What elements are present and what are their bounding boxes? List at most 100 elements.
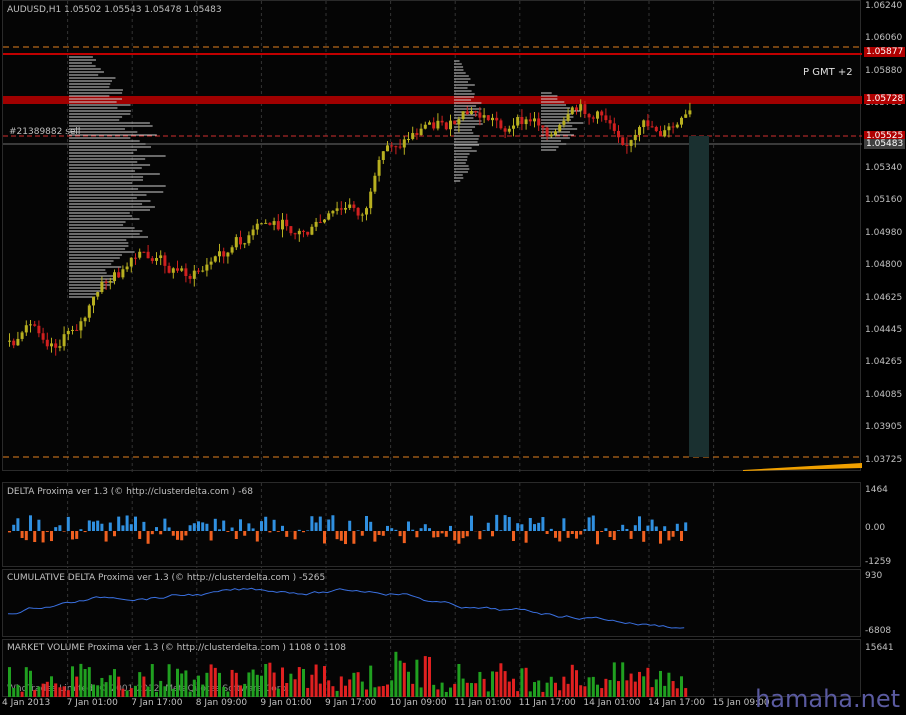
time-axis: 4 Jan 2013 7 Jan 01:00 7 Jan 17:00 8 Jan 09…: [0, 697, 906, 715]
delta-bar: [37, 519, 41, 531]
candle-body: [558, 124, 562, 132]
delta-bar: [24, 531, 28, 541]
candle-body: [188, 276, 192, 279]
volume-bar: [394, 651, 398, 697]
candle-body: [596, 111, 599, 119]
candle-body: [314, 221, 318, 227]
volume-bar: [604, 678, 608, 697]
volume-bar: [499, 663, 503, 697]
candle-body: [268, 222, 272, 225]
delta-bar: [583, 529, 587, 531]
candle-body: [113, 272, 116, 282]
delta-bar: [491, 531, 494, 537]
cumulative-delta-pane[interactable]: CUMULATIVE DELTA Proxima ver 1.3 (© http…: [2, 569, 861, 638]
volume-bar: [663, 685, 667, 697]
candle-body: [541, 125, 545, 128]
volume-bar: [386, 684, 389, 697]
volume-bar: [255, 674, 259, 697]
delta-bar: [302, 531, 305, 533]
candle-body: [163, 255, 167, 266]
delta-bar: [293, 531, 297, 540]
delta-bar: [390, 528, 394, 531]
price-tick: 1.04800: [865, 260, 903, 271]
delta-bar: [146, 531, 150, 544]
delta-bar: [150, 531, 154, 535]
delta-bar: [272, 519, 276, 531]
volume-bar: [566, 683, 570, 697]
candle-body: [533, 118, 536, 122]
candle-body: [37, 325, 41, 334]
delta-bar: [629, 531, 633, 539]
delta-bar: [612, 531, 616, 541]
delta-bar: [428, 528, 431, 531]
candle-body: [642, 120, 646, 128]
candle-body: [8, 340, 11, 342]
delta-bar: [486, 522, 490, 531]
volume-bar: [411, 683, 415, 697]
candle-body: [356, 207, 360, 216]
symbol-header: AUDUSD,H1 1.05502 1.05543 1.05478 1.0548…: [7, 5, 222, 15]
candle-body: [604, 115, 608, 121]
volume-bar: [251, 669, 255, 697]
candle-body: [243, 243, 247, 245]
delta-bar: [453, 531, 457, 541]
delta-bar: [100, 523, 104, 531]
delta-bar: [659, 531, 662, 544]
delta-bar: [554, 531, 557, 538]
volume-bar: [646, 667, 650, 697]
candle-body: [318, 221, 322, 223]
candle-body: [138, 251, 142, 258]
candle-body: [180, 268, 184, 271]
volume-bar: [453, 683, 457, 697]
price-chart-pane[interactable]: AUDUSD,H1 1.05502 1.05543 1.05478 1.0548…: [2, 0, 862, 472]
candle-body: [654, 126, 658, 132]
volume-bar: [667, 672, 671, 697]
price-tag-mid: 1.05728: [864, 94, 906, 104]
volume-pane[interactable]: MARKET VOLUME Proxima ver 1.3 (© http://…: [2, 639, 861, 698]
candle-body: [600, 111, 604, 116]
candle-body: [104, 281, 108, 283]
delta-bar: [79, 529, 83, 531]
candle-body: [503, 128, 507, 132]
watermark: hamaha.net: [755, 685, 900, 713]
level-line-red: [3, 53, 862, 55]
volume-bar: [41, 683, 45, 697]
delta-bar: [20, 531, 24, 538]
delta-bar: [642, 531, 646, 542]
time-tick: 7 Jan 01:00: [66, 698, 118, 708]
candle-body: [583, 104, 587, 115]
candle-body: [62, 334, 66, 347]
volume-bar: [260, 675, 263, 697]
cumdelta-tick-low: -6808: [865, 626, 892, 636]
volume-bar: [75, 676, 79, 697]
delta-bar: [600, 531, 604, 532]
candle-body: [675, 124, 679, 128]
candle-body: [562, 120, 566, 125]
volume-bar: [591, 676, 595, 697]
delta-bar: [180, 531, 184, 541]
candle-body: [41, 333, 45, 340]
delta-pane[interactable]: DELTA Proxima ver 1.3 (© http://clusterd…: [2, 482, 861, 568]
candle-body: [680, 117, 683, 125]
candle-body: [608, 120, 612, 124]
delta-bar: [264, 516, 268, 531]
time-tick: 8 Jan 09:00: [195, 698, 248, 708]
candle-body: [499, 120, 503, 129]
volume-bar: [163, 686, 167, 697]
candle-body: [566, 114, 570, 121]
candle-body: [667, 126, 671, 131]
candle-body: [117, 272, 121, 278]
candle-body: [331, 210, 335, 214]
volume-bar: [327, 680, 331, 697]
volume-bar: [323, 666, 326, 697]
volume-bar: [549, 676, 553, 697]
volume-bar: [230, 669, 234, 697]
delta-bar: [75, 531, 79, 539]
volume-bar: [520, 668, 524, 697]
price-tick: 1.03725: [865, 454, 903, 465]
delta-bar: [306, 530, 310, 531]
candle-body: [684, 114, 688, 118]
delta-bar: [184, 531, 188, 536]
candle-body: [129, 257, 133, 267]
volume-bar: [449, 687, 452, 697]
